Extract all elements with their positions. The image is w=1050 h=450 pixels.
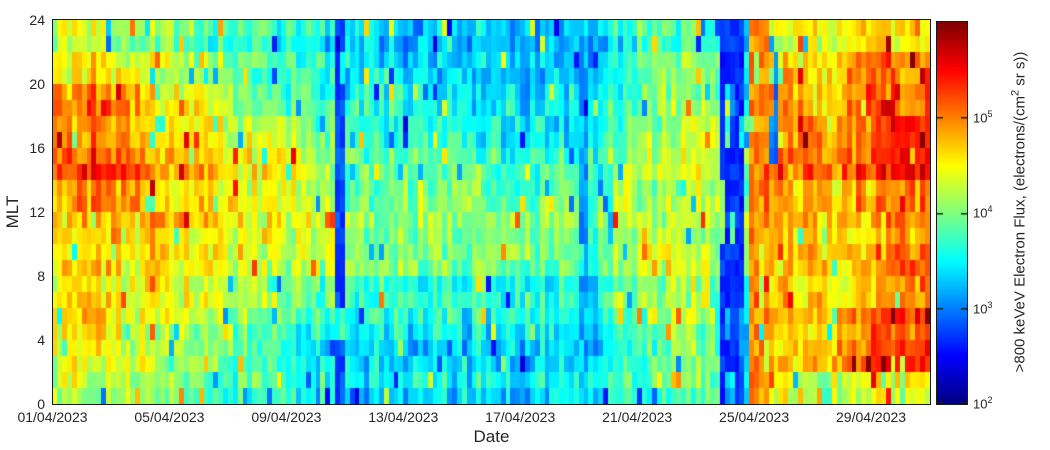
x-tick-label: 17/04/2023: [485, 409, 556, 425]
y-tick-label: 0: [37, 396, 45, 412]
y-tick-label: 20: [29, 76, 45, 92]
x-tick-label: 13/04/2023: [368, 409, 439, 425]
colorbar: [936, 21, 968, 405]
colorbar-tick-label: 104: [973, 204, 992, 220]
colorbar-tick-label: 103: [973, 300, 992, 316]
y-tick-label: 4: [37, 332, 45, 348]
colorbar-label-superscript: 2: [1009, 89, 1022, 97]
y-tick-label: 16: [29, 140, 45, 156]
colorbar-tick-exponent: 3: [987, 299, 993, 310]
x-tick-label: 05/04/2023: [134, 409, 205, 425]
colorbar-label: >800 keVeV Electron Flux, (electrons/(cm…: [1010, 52, 1029, 373]
x-tick-label: 25/04/2023: [719, 409, 790, 425]
colorbar-tick-label: 105: [973, 109, 992, 125]
x-tick-label: 29/04/2023: [835, 409, 907, 425]
y-tick-label: 24: [29, 12, 45, 28]
x-tick-label: 09/04/2023: [251, 409, 322, 425]
heatmap-plot-area: [52, 19, 931, 405]
colorbar-tick-base: 10: [973, 300, 988, 316]
colorbar-gradient-canvas: [937, 22, 967, 404]
colorbar-label-text-post: sr s)): [1011, 51, 1029, 90]
colorbar-tick-exponent: 5: [987, 108, 993, 119]
colorbar-tick-label: 102: [973, 395, 992, 411]
colorbar-tick-exponent: 2: [987, 395, 993, 405]
heatmap-canvas: [53, 20, 930, 404]
colorbar-tick-base: 10: [973, 205, 988, 221]
colorbar-tick-base: 10: [973, 109, 988, 125]
y-tick-label: 12: [29, 204, 45, 220]
colorbar-tick-exponent: 4: [987, 204, 993, 214]
y-tick-label: 8: [37, 268, 45, 284]
x-tick-label: 01/04/2023: [17, 409, 88, 425]
colorbar-tick-base: 10: [973, 396, 988, 412]
colorbar-label-text-pre: >800 keVeV Electron Flux, (electrons/(cm: [1011, 96, 1029, 373]
x-axis-label: Date: [473, 427, 510, 446]
x-tick-label: 21/04/2023: [602, 409, 673, 425]
